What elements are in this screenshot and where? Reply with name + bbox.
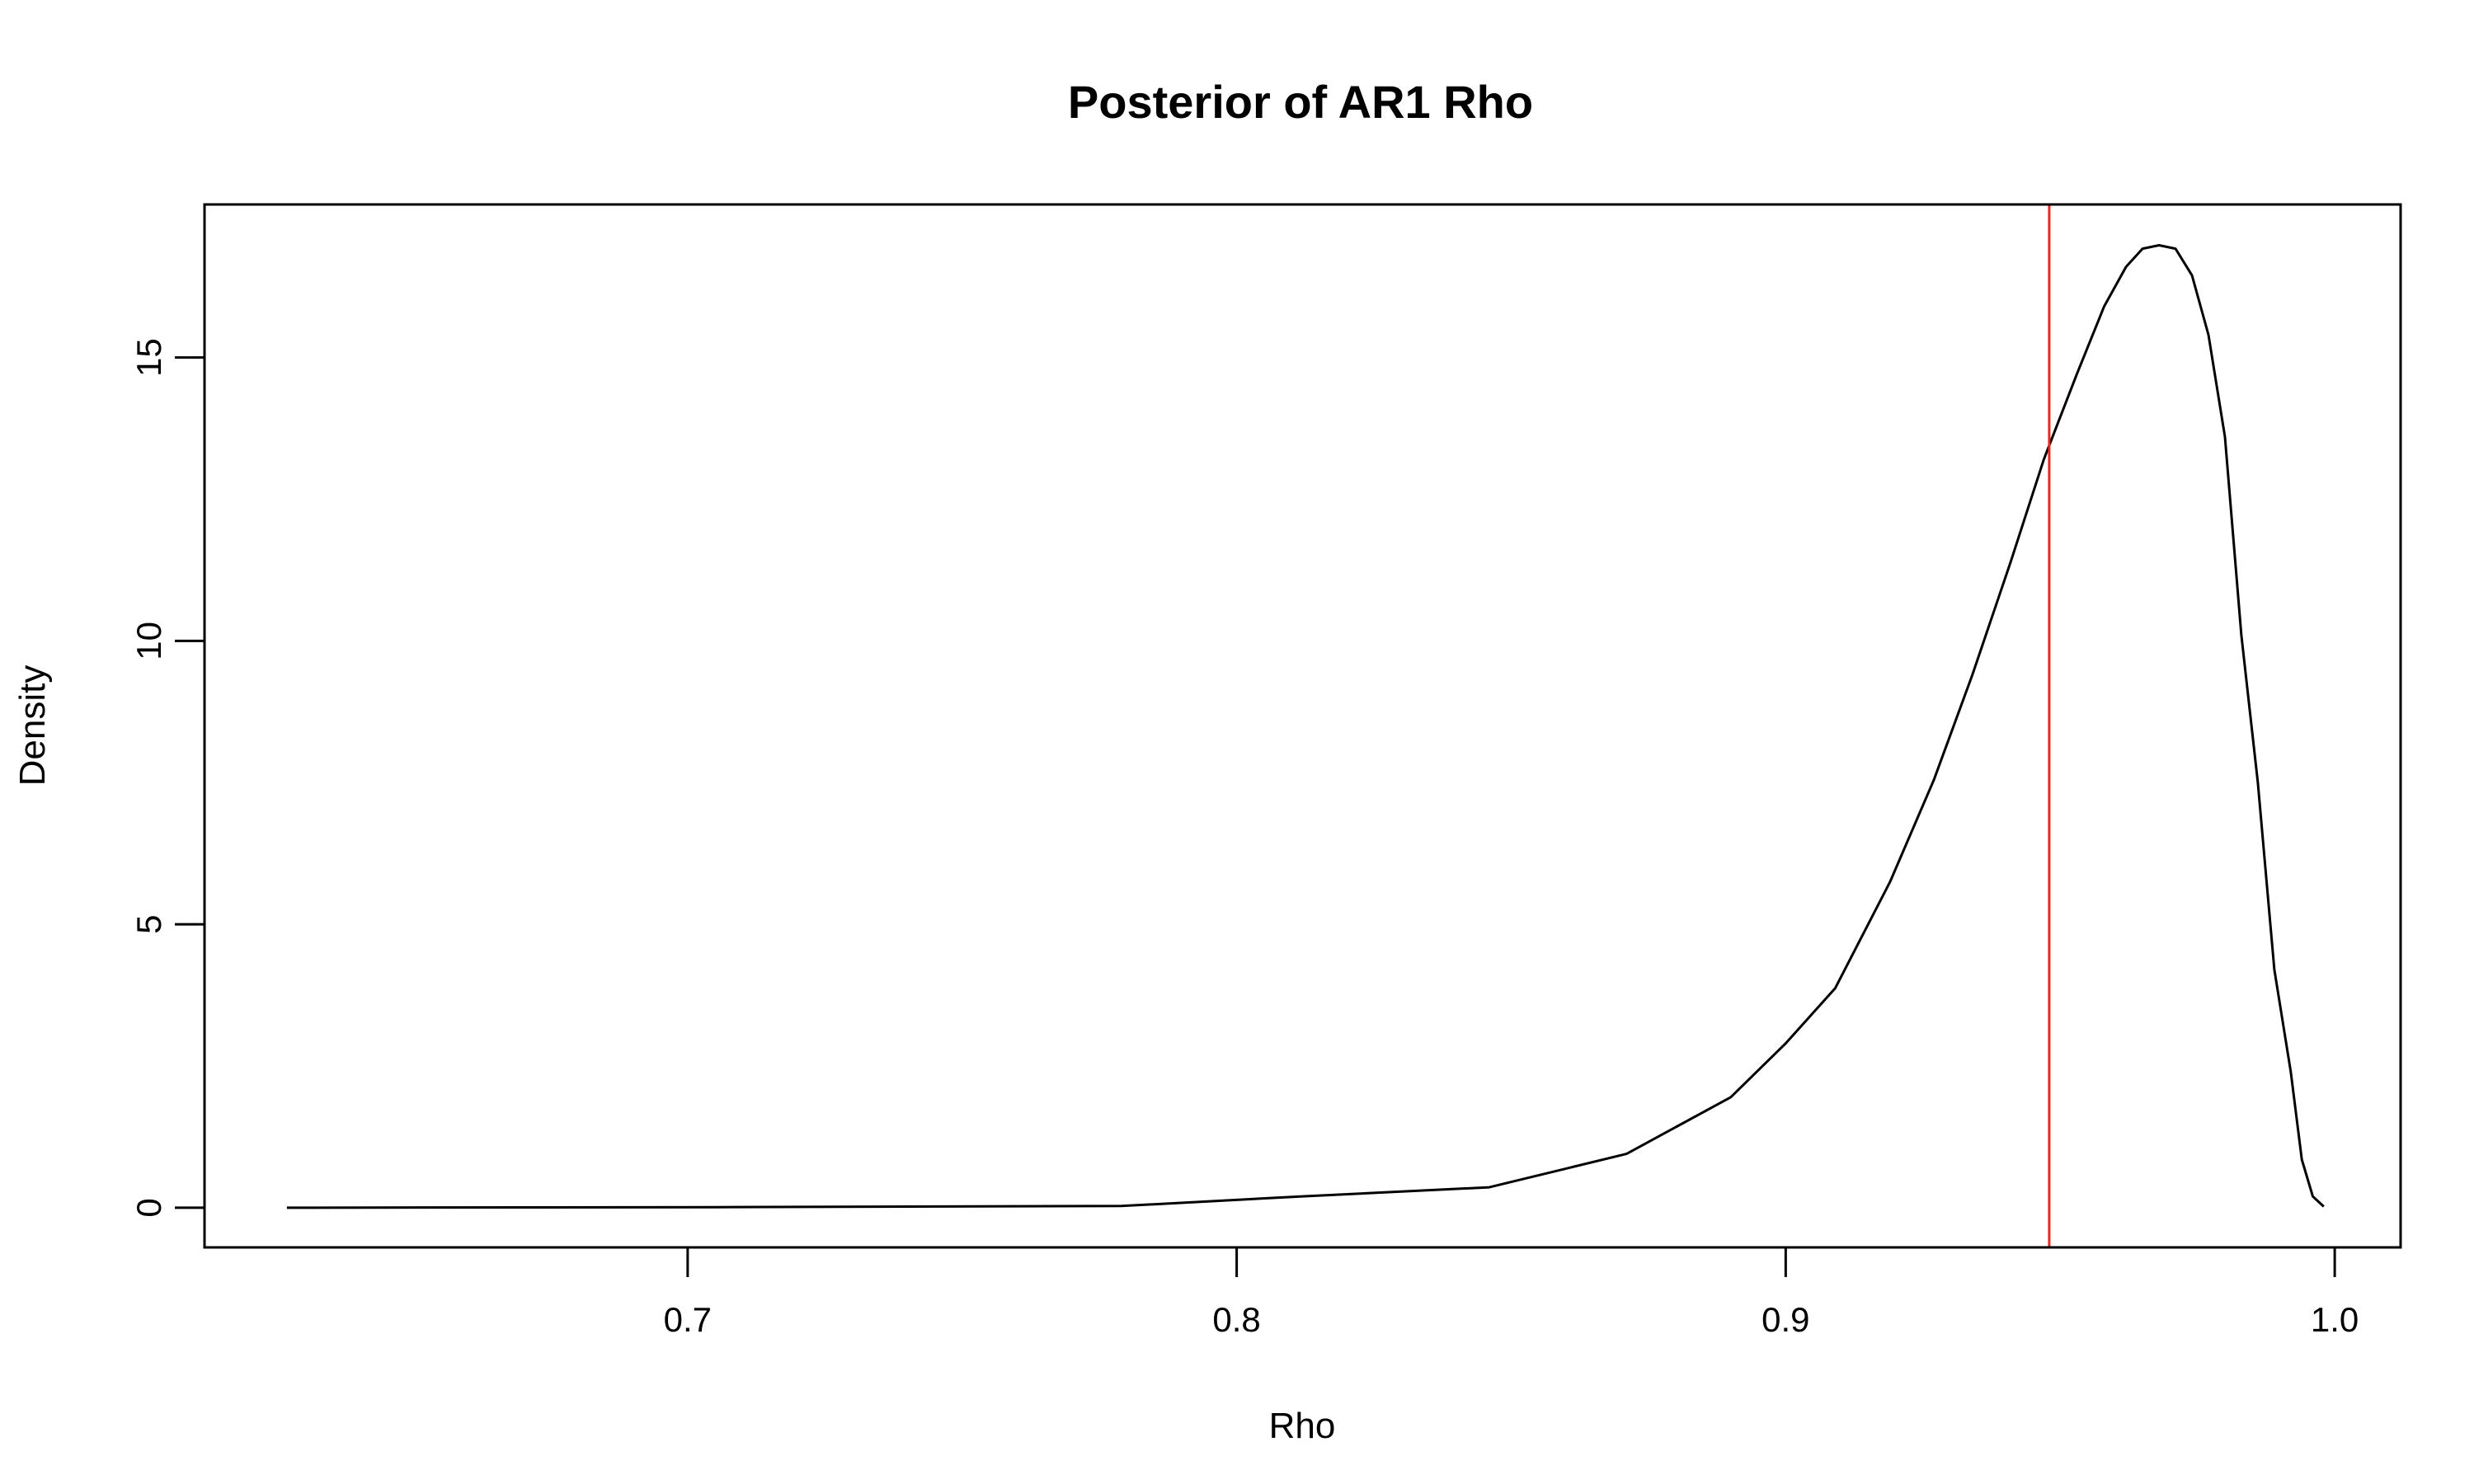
y-tick-label: 15 xyxy=(129,338,168,377)
x-tick-label: 0.7 xyxy=(664,1300,712,1339)
x-tick-label: 0.9 xyxy=(1761,1300,1809,1339)
y-tick-label: 5 xyxy=(129,914,168,933)
plot-frame xyxy=(203,203,2402,1249)
y-tick-label: 10 xyxy=(129,622,168,660)
y-axis-title: Density xyxy=(12,665,53,787)
chart-title: Posterior of AR1 Rho xyxy=(1068,76,1533,128)
density-curve-0 xyxy=(286,244,2325,1209)
x-tick-label: 0.8 xyxy=(1212,1300,1260,1339)
x-axis-title: Rho xyxy=(1269,1406,1336,1446)
x-tick-label: 1.0 xyxy=(2311,1300,2359,1339)
y-tick-label: 0 xyxy=(129,1198,168,1217)
plot-content xyxy=(286,204,2325,1247)
